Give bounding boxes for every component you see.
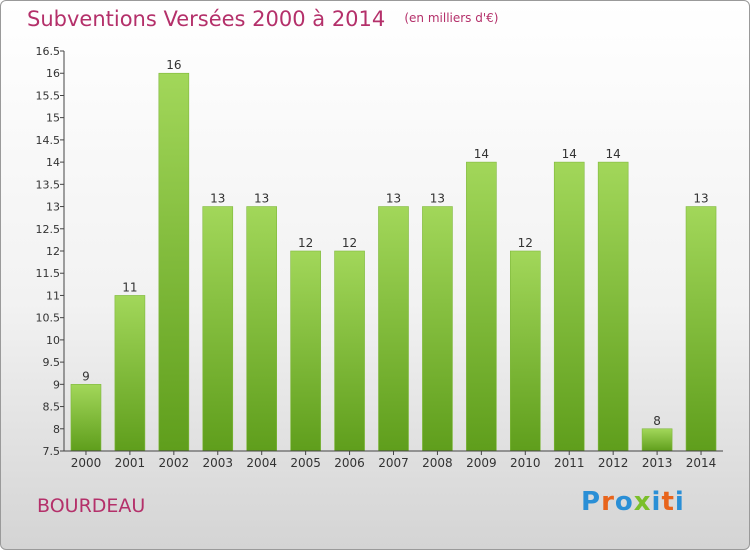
x-tick-label-2009: 2009 xyxy=(466,456,497,470)
y-tick-label-11: 11 xyxy=(46,289,60,302)
logo-letter: t xyxy=(661,487,675,517)
bar-2004 xyxy=(246,206,277,452)
proxiti-logo: Proxiti xyxy=(581,487,685,517)
x-tick-label-2004: 2004 xyxy=(246,456,277,470)
y-tick-label-16.5: 16.5 xyxy=(36,45,61,58)
y-tick-label-11.5: 11.5 xyxy=(36,267,61,280)
data-label-2010: 12 xyxy=(518,236,533,250)
data-label-2009: 14 xyxy=(474,147,489,161)
bar-2007 xyxy=(378,206,409,452)
data-label-2003: 13 xyxy=(210,192,225,206)
x-tick-label-2006: 2006 xyxy=(334,456,365,470)
data-label-2006: 12 xyxy=(342,236,357,250)
x-tick-label-2014: 2014 xyxy=(686,456,717,470)
logo-letter: i xyxy=(674,487,685,517)
bar-2008 xyxy=(422,206,453,452)
data-label-2000: 9 xyxy=(82,369,90,383)
bar-2006 xyxy=(334,250,365,452)
y-tick-label-13.5: 13.5 xyxy=(36,178,61,191)
y-tick-label-7.5: 7.5 xyxy=(43,445,61,458)
logo-letter: i xyxy=(651,487,662,517)
logo-letter: P xyxy=(581,487,602,517)
x-tick-label-2003: 2003 xyxy=(202,456,233,470)
y-tick-label-8: 8 xyxy=(53,423,60,436)
data-label-2013: 8 xyxy=(653,414,661,428)
data-label-2005: 12 xyxy=(298,236,313,250)
bar-2001 xyxy=(114,295,146,452)
data-label-2001: 11 xyxy=(122,280,137,294)
x-tick-label-2005: 2005 xyxy=(290,456,321,470)
x-tick-label-2012: 2012 xyxy=(598,456,629,470)
bar-2014 xyxy=(685,206,717,452)
y-tick-label-12: 12 xyxy=(46,245,60,258)
data-label-2014: 13 xyxy=(693,192,708,206)
bar-2013 xyxy=(641,428,673,452)
data-label-2008: 13 xyxy=(430,192,445,206)
y-tick-label-10: 10 xyxy=(46,334,60,347)
x-tick-label-2013: 2013 xyxy=(642,456,673,470)
y-tick-label-10.5: 10.5 xyxy=(36,312,61,325)
bar-2005 xyxy=(290,250,321,452)
bar-2000 xyxy=(70,384,102,452)
data-label-2004: 13 xyxy=(254,192,269,206)
logo-letter: x xyxy=(633,487,652,517)
logo-letter: o xyxy=(614,487,634,517)
x-tick-label-2002: 2002 xyxy=(159,456,190,470)
y-tick-label-15: 15 xyxy=(46,112,60,125)
x-tick-label-2007: 2007 xyxy=(378,456,409,470)
x-tick-label-2000: 2000 xyxy=(71,456,102,470)
x-tick-label-2011: 2011 xyxy=(554,456,585,470)
y-tick-label-9: 9 xyxy=(53,378,60,391)
bar-2009 xyxy=(466,161,497,452)
data-label-2011: 14 xyxy=(562,147,577,161)
chart-unit: (en milliers d'€) xyxy=(404,11,499,25)
data-label-2007: 13 xyxy=(386,192,401,206)
y-tick-label-9.5: 9.5 xyxy=(43,356,61,369)
y-tick-label-13: 13 xyxy=(46,201,60,214)
bar-2012 xyxy=(597,161,629,452)
bar-2003 xyxy=(202,206,234,452)
chart-title: Subventions Versées 2000 à 2014 xyxy=(27,7,386,31)
y-tick-label-14.5: 14.5 xyxy=(36,134,61,147)
bar-2011 xyxy=(553,161,585,452)
y-tick-label-15.5: 15.5 xyxy=(36,89,61,102)
y-tick-label-8.5: 8.5 xyxy=(43,401,61,414)
y-tick-label-12.5: 12.5 xyxy=(36,223,61,236)
y-tick-label-16: 16 xyxy=(46,67,60,80)
data-label-2012: 14 xyxy=(606,147,621,161)
x-tick-label-2008: 2008 xyxy=(422,456,453,470)
y-tick-label-14: 14 xyxy=(46,156,60,169)
bar-2002 xyxy=(158,72,190,452)
commune-name: BOURDEAU xyxy=(37,495,146,517)
data-label-2002: 16 xyxy=(166,58,181,72)
title-row: Subventions Versées 2000 à 2014 (en mill… xyxy=(27,7,498,31)
x-tick-label-2001: 2001 xyxy=(115,456,146,470)
x-tick-label-2010: 2010 xyxy=(510,456,541,470)
logo-letter: r xyxy=(601,487,615,517)
bar-2010 xyxy=(509,250,541,452)
